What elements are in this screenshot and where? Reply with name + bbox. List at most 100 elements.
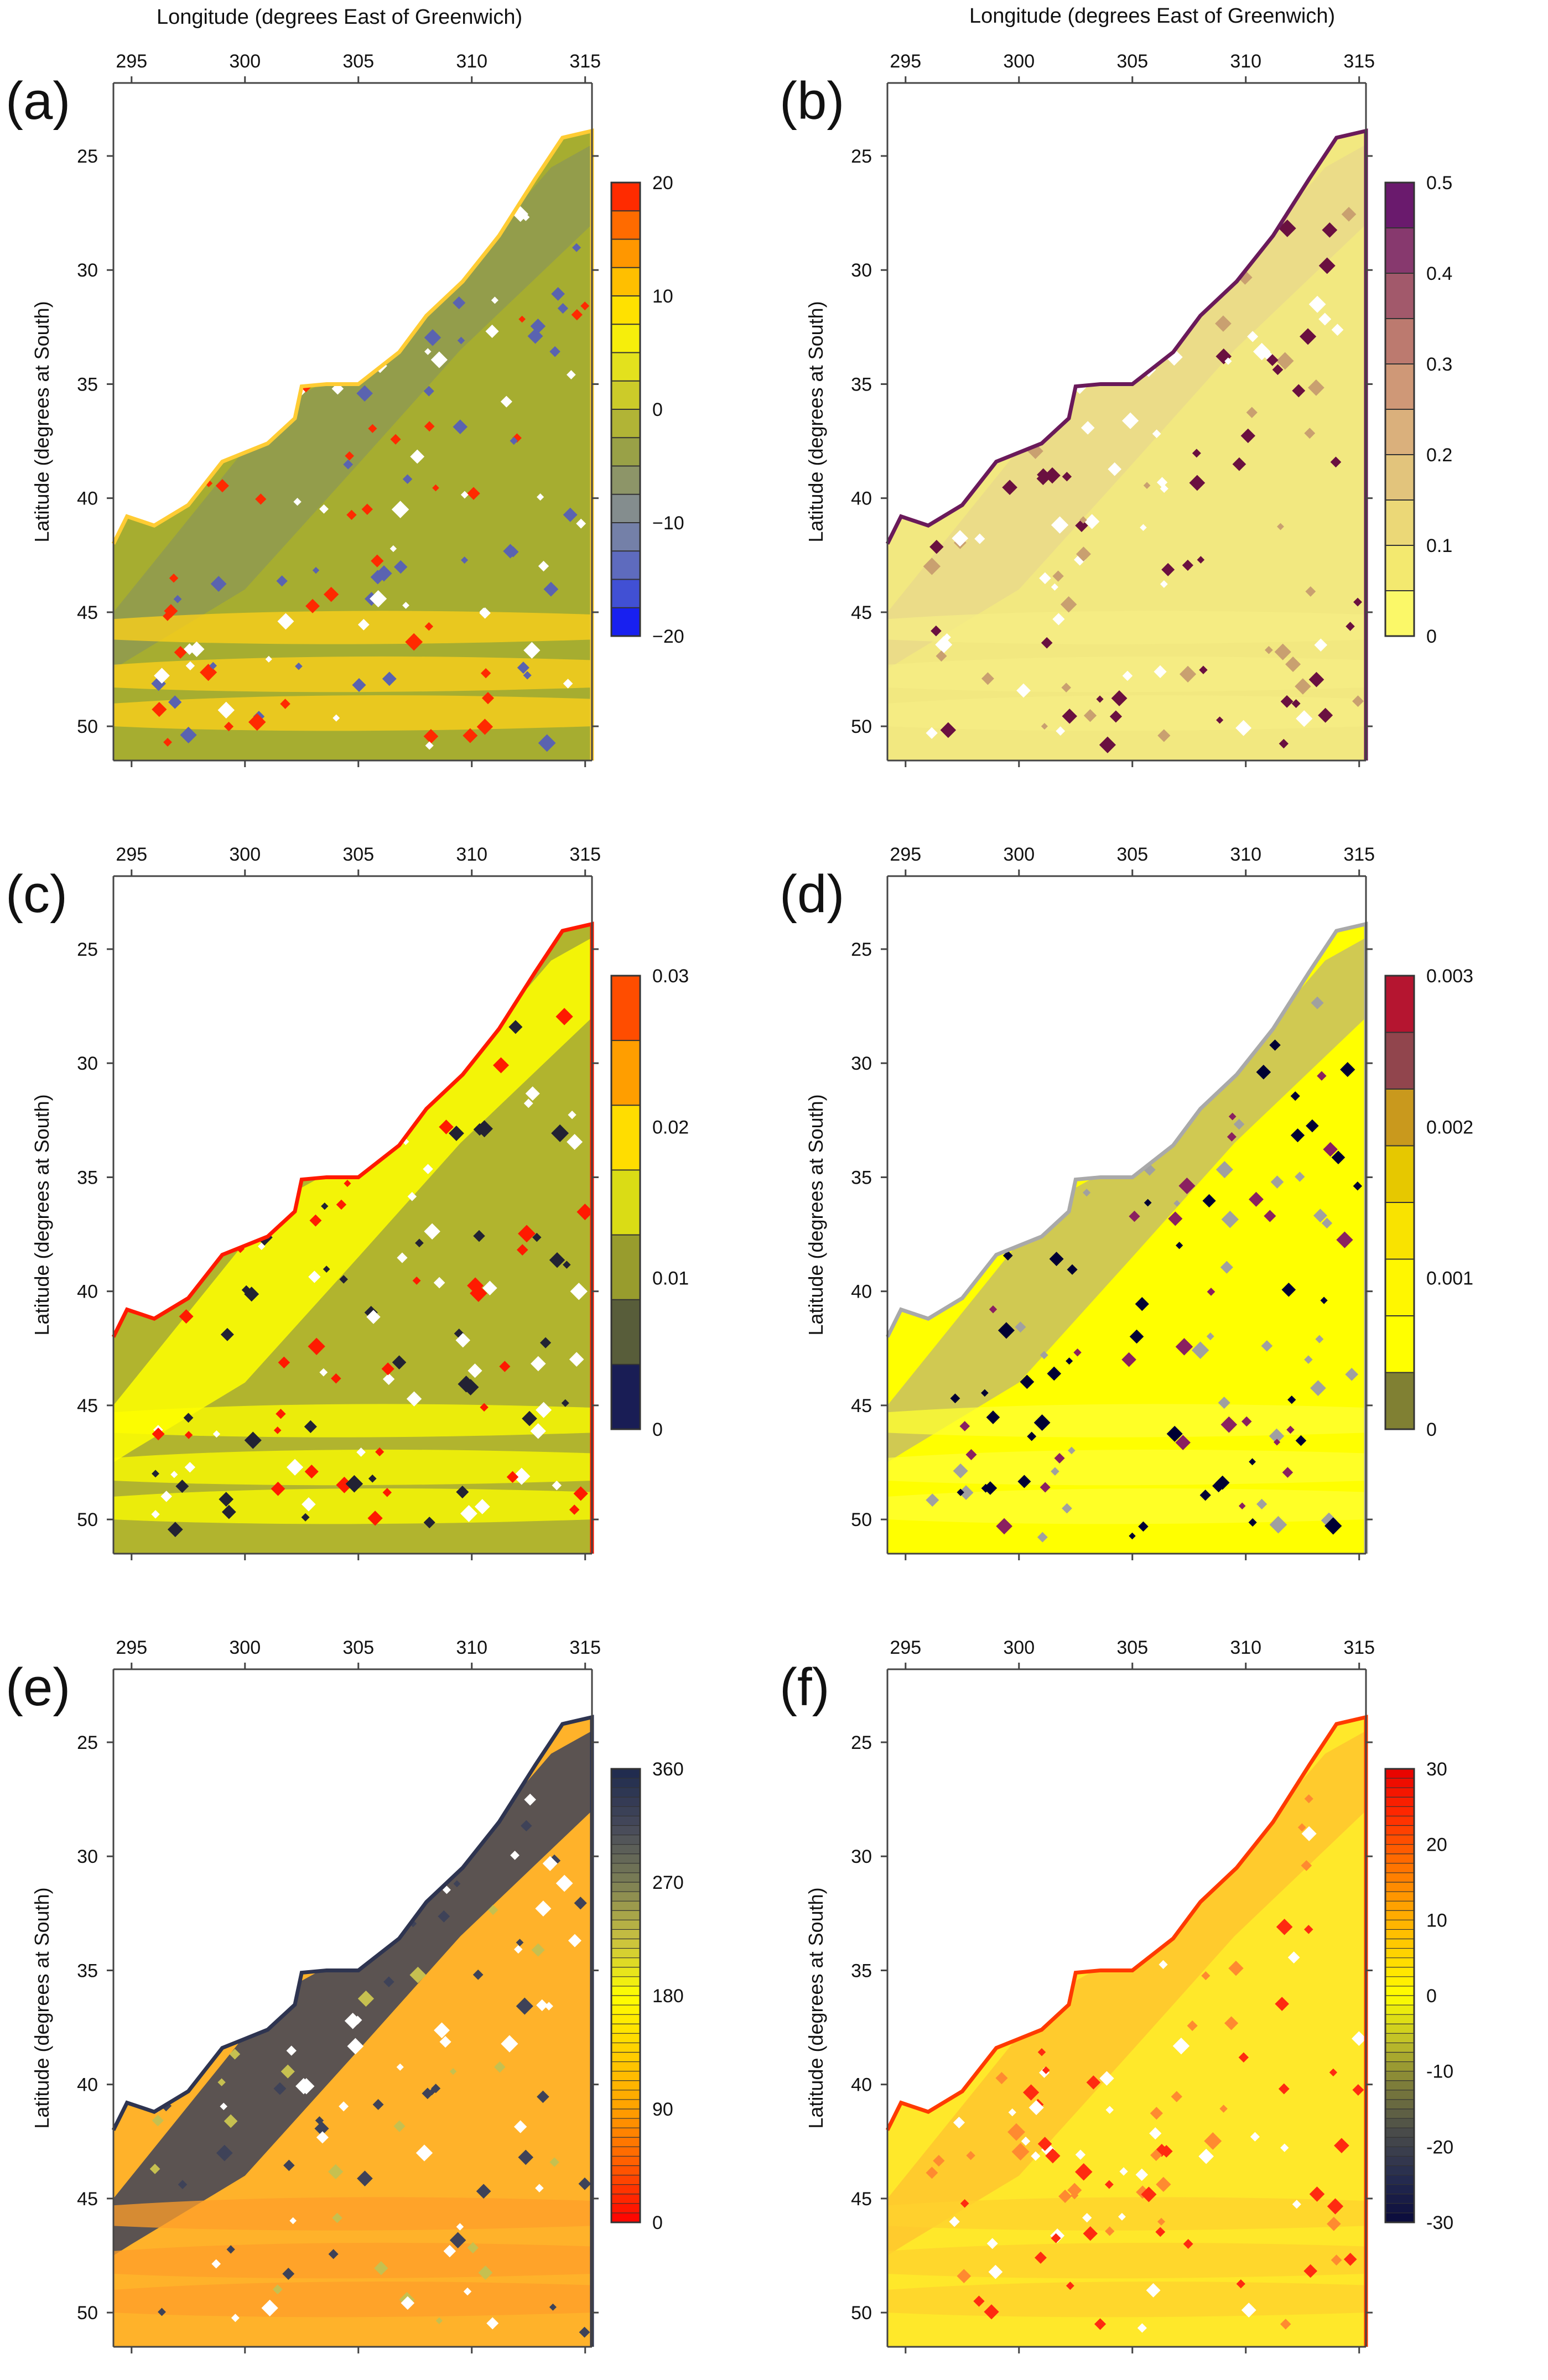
data-spot (1299, 328, 1317, 345)
data-spot (439, 1119, 454, 1134)
data-spot (1108, 462, 1122, 476)
colorbar-step (611, 1872, 640, 1883)
data-spot (963, 1174, 975, 1185)
data-spot (517, 662, 529, 674)
colorbar-step (611, 2194, 640, 2204)
data-spot (178, 2057, 188, 2067)
x-tick-label: 300 (229, 844, 261, 865)
colorbar: 30 20 10 0 -10 -20 -30 (1384, 1759, 1453, 2233)
data-spot (189, 238, 207, 256)
x-tick-label: 300 (1003, 1637, 1035, 1658)
colorbar-step (1385, 2080, 1414, 2091)
data-spot (573, 1486, 588, 1501)
data-spot (1033, 1414, 1051, 1431)
y-tick-label: 40 (851, 488, 872, 509)
data-spot (1053, 1915, 1062, 1925)
data-spot (1052, 613, 1065, 626)
data-spot (402, 1072, 414, 1085)
data-spot (572, 243, 581, 252)
colorbar-step (1385, 1910, 1414, 1920)
colorbar-step (611, 2203, 640, 2214)
data-spot (1343, 2252, 1357, 2266)
data-spot (1129, 1329, 1144, 1344)
data-spot (1174, 1861, 1191, 1877)
data-spot (430, 351, 448, 368)
data-spot (210, 576, 227, 592)
data-spot (537, 2090, 549, 2103)
x-tick-label: 305 (1116, 844, 1148, 865)
data-spot (990, 1862, 1004, 1877)
y-tick-label: 45 (77, 2189, 98, 2210)
data-spot (203, 1174, 220, 1190)
data-spot (579, 2326, 590, 2338)
data-spot (1109, 710, 1123, 723)
x-tick-label: 300 (1003, 844, 1035, 865)
data-spot (1303, 1925, 1313, 1934)
data-spot (203, 1878, 215, 1890)
data-spot (1074, 2163, 1093, 2181)
data-spot (352, 678, 366, 692)
data-spot (319, 1829, 330, 1840)
data-spot (1318, 313, 1332, 326)
data-spot (1323, 1142, 1338, 1157)
colorbar-step (611, 607, 640, 637)
data-spot (960, 2199, 969, 2208)
data-spot (392, 1355, 407, 1369)
data-spot (345, 451, 354, 461)
colorbar-step (1385, 1259, 1414, 1316)
colorbar-tick-label: 0.3 (1426, 354, 1452, 375)
panel-label: (d) (780, 864, 844, 924)
data-spot (149, 2164, 160, 2174)
colorbar-tick-label: 0 (652, 2212, 663, 2233)
data-spot (993, 1981, 1007, 1994)
data-spot (1276, 352, 1294, 370)
colorbar-step (611, 1967, 640, 1977)
data-spot (503, 544, 518, 559)
data-spot (487, 1904, 498, 1915)
data-spot (543, 581, 559, 597)
y-tick-label: 40 (77, 1282, 98, 1303)
data-spot (367, 1511, 383, 1526)
colorbar-frame (1384, 1768, 1415, 2223)
zonal-band (887, 695, 1366, 731)
data-spot (1204, 2132, 1222, 2150)
data-spot (272, 2284, 283, 2295)
data-spot (929, 1947, 946, 1962)
y-tick-label: 25 (851, 939, 872, 960)
y-axis-label: Latitude (degrees at South) (30, 1887, 53, 2128)
colorbar-step (1385, 1863, 1414, 1873)
data-spot (952, 268, 964, 281)
data-spot (936, 1268, 944, 1277)
colorbar-step (1385, 545, 1414, 591)
zonal-band (113, 611, 592, 644)
data-spot (386, 1914, 396, 1924)
data-spot (401, 2296, 415, 2310)
data-spot (1067, 2183, 1082, 2197)
colorbar-step (1385, 319, 1414, 364)
data-spot (286, 1985, 294, 1994)
colorbar-step (1385, 1145, 1414, 1203)
data-spot (449, 2232, 466, 2248)
data-spot (1160, 2145, 1173, 2158)
data-spot (278, 1356, 290, 1369)
data-spot (151, 1510, 160, 1519)
data-spot (463, 2287, 472, 2296)
data-spot (1329, 2068, 1338, 2077)
data-spot (1020, 1837, 1030, 1848)
data-spot (185, 1179, 196, 1190)
data-spot (1085, 273, 1103, 290)
data-spot (957, 1488, 964, 1496)
colorbar-step (611, 1892, 640, 1902)
data-spot (209, 662, 217, 670)
colorbar-frame (1384, 975, 1415, 1430)
data-spot (1154, 665, 1167, 678)
data-spot (1044, 467, 1061, 484)
data-spot (455, 1332, 471, 1348)
data-spot (1129, 1532, 1136, 1540)
data-spot (1220, 1416, 1238, 1433)
data-spot (1150, 2107, 1163, 2120)
colorbar-step (1385, 273, 1414, 319)
data-spot (943, 633, 951, 642)
data-spot (1246, 407, 1258, 418)
data-spot (241, 1285, 251, 1295)
